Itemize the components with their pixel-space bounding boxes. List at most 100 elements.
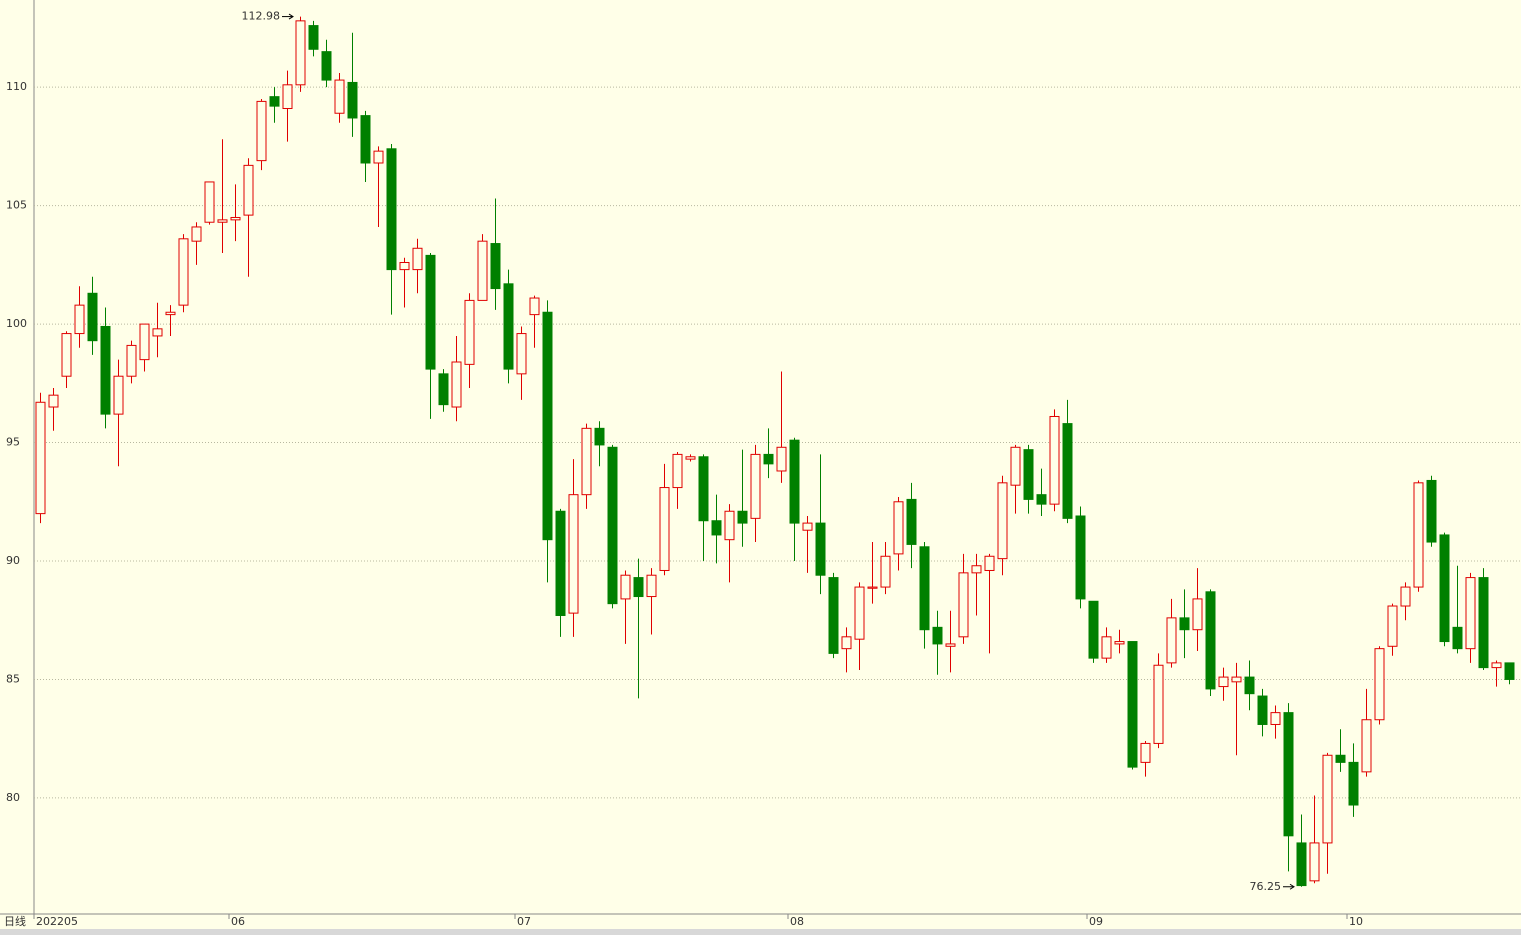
candle-body — [503, 283, 514, 370]
candle-body — [737, 510, 748, 524]
candle-body — [711, 520, 722, 536]
y-tick-label: 100 — [6, 317, 27, 330]
candle-body — [542, 311, 553, 541]
candle-body — [880, 555, 891, 588]
x-tick-label: 10 — [1349, 915, 1363, 928]
candle-body — [282, 84, 293, 110]
candle-body — [1413, 482, 1424, 588]
candle-body — [360, 115, 371, 164]
y-tick-label: 85 — [6, 672, 20, 685]
candle-body — [919, 546, 930, 631]
candle-body — [1231, 676, 1242, 683]
candle-body — [1036, 494, 1047, 505]
candle-body — [178, 238, 189, 306]
candle-body — [945, 643, 956, 647]
candle-body — [1387, 605, 1398, 647]
candle-body — [828, 577, 839, 654]
candle-body — [139, 323, 150, 361]
candle-body — [1426, 479, 1437, 543]
candle-body — [230, 216, 241, 221]
candle-body — [906, 498, 917, 545]
y-tick-label: 110 — [6, 80, 27, 93]
candle-body — [724, 510, 735, 541]
candle-body — [1309, 842, 1320, 882]
annotation: 112.98 — [242, 10, 281, 23]
candle-body — [1192, 598, 1203, 631]
candle-body — [568, 494, 579, 614]
candle-body — [126, 344, 137, 377]
candle-body — [347, 81, 358, 119]
candle-body — [243, 164, 254, 216]
candle-body — [1257, 695, 1268, 725]
candle-body — [581, 427, 592, 496]
candle-body — [1283, 712, 1294, 837]
candle-body — [659, 487, 670, 571]
candle-body — [308, 25, 319, 50]
candle-body — [607, 446, 618, 605]
candle-body — [490, 243, 501, 290]
y-tick-label: 90 — [6, 554, 20, 567]
candle-body — [1218, 676, 1229, 688]
x-tick-label: 202205 — [36, 915, 78, 928]
candle-body — [1400, 586, 1411, 607]
candle-body — [867, 586, 878, 589]
candle-body — [698, 456, 709, 522]
candle-body — [1361, 719, 1372, 773]
annotation-arrowhead — [1289, 883, 1295, 890]
candle-body — [451, 361, 462, 408]
candle-body — [61, 333, 72, 377]
candle-body — [100, 325, 111, 415]
candle-body — [204, 181, 215, 223]
candle-body — [1478, 577, 1489, 669]
candle-body — [152, 328, 163, 337]
y-tick-label: 80 — [6, 791, 20, 804]
x-tick-label: 07 — [517, 915, 531, 928]
candle-body — [984, 555, 995, 571]
candle-body — [1439, 534, 1450, 643]
candle-body — [1088, 600, 1099, 659]
period-label: 日线 — [4, 914, 26, 928]
candle-body — [269, 96, 280, 107]
candle-body — [464, 299, 475, 365]
candle-body — [113, 375, 124, 415]
candle-body — [1062, 423, 1073, 519]
candle-body — [191, 226, 202, 242]
candle-body — [321, 51, 332, 81]
candle-body — [35, 401, 46, 515]
candle-body — [529, 297, 540, 316]
y-tick-label: 95 — [6, 436, 20, 449]
candle-body — [646, 574, 657, 598]
candle-body — [1452, 626, 1463, 650]
candle-body — [334, 79, 345, 114]
candle-body — [1049, 415, 1060, 505]
candle-body — [1465, 577, 1476, 650]
candle-body — [763, 453, 774, 465]
candle-body — [815, 522, 826, 576]
candle-body — [672, 453, 683, 489]
x-tick-label: 06 — [231, 915, 245, 928]
candle-body — [620, 574, 631, 600]
candle-body — [477, 240, 488, 301]
candle-body — [1140, 742, 1151, 763]
annotation-arrowhead — [288, 13, 294, 20]
candle-body — [997, 482, 1008, 560]
candle-body — [750, 453, 761, 519]
candle-body — [165, 311, 176, 316]
candle-body — [1179, 617, 1190, 631]
candle-body — [633, 577, 644, 598]
y-tick-label: 105 — [6, 199, 27, 212]
candle-body — [1335, 754, 1346, 763]
candle-body — [1205, 591, 1216, 690]
candle-body — [48, 394, 59, 408]
candle-body — [685, 456, 696, 460]
candle-body — [893, 501, 904, 555]
candle-body — [1114, 641, 1125, 645]
candle-body — [958, 572, 969, 638]
candle-body — [1374, 648, 1385, 721]
candle-body — [1010, 446, 1021, 486]
candle-body — [789, 439, 800, 524]
candle-body — [776, 446, 787, 472]
scrollbar — [0, 929, 1521, 935]
annotation: 76.25 — [1250, 880, 1282, 893]
